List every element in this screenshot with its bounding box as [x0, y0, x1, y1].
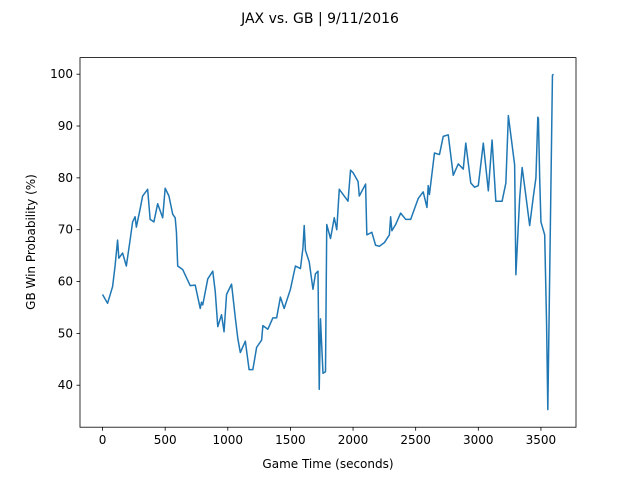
x-tick-label: 500 [154, 433, 177, 447]
chart-title: JAX vs. GB | 9/11/2016 [240, 11, 399, 27]
x-tick-label: 0 [99, 433, 107, 447]
y-tick-label: 100 [50, 67, 73, 81]
x-tick-label: 1000 [213, 433, 244, 447]
y-tick-label: 80 [58, 171, 73, 185]
series-line [101, 73, 554, 411]
x-tick-label: 3500 [526, 433, 557, 447]
x-tick-label: 3000 [463, 433, 494, 447]
y-tick-label: 40 [58, 378, 73, 392]
x-axis-label: Game Time (seconds) [262, 457, 393, 471]
plot-frame [79, 57, 577, 428]
x-tick-label: 2500 [400, 433, 431, 447]
y-tick-label: 60 [58, 275, 73, 289]
y-tick-label: 70 [58, 223, 73, 237]
y-axis-label: GB Win Probability (%) [24, 174, 38, 310]
y-tick-label: 90 [58, 119, 73, 133]
y-tick-label: 50 [58, 326, 73, 340]
x-tick-label: 2000 [338, 433, 369, 447]
x-tick-label: 1500 [275, 433, 306, 447]
